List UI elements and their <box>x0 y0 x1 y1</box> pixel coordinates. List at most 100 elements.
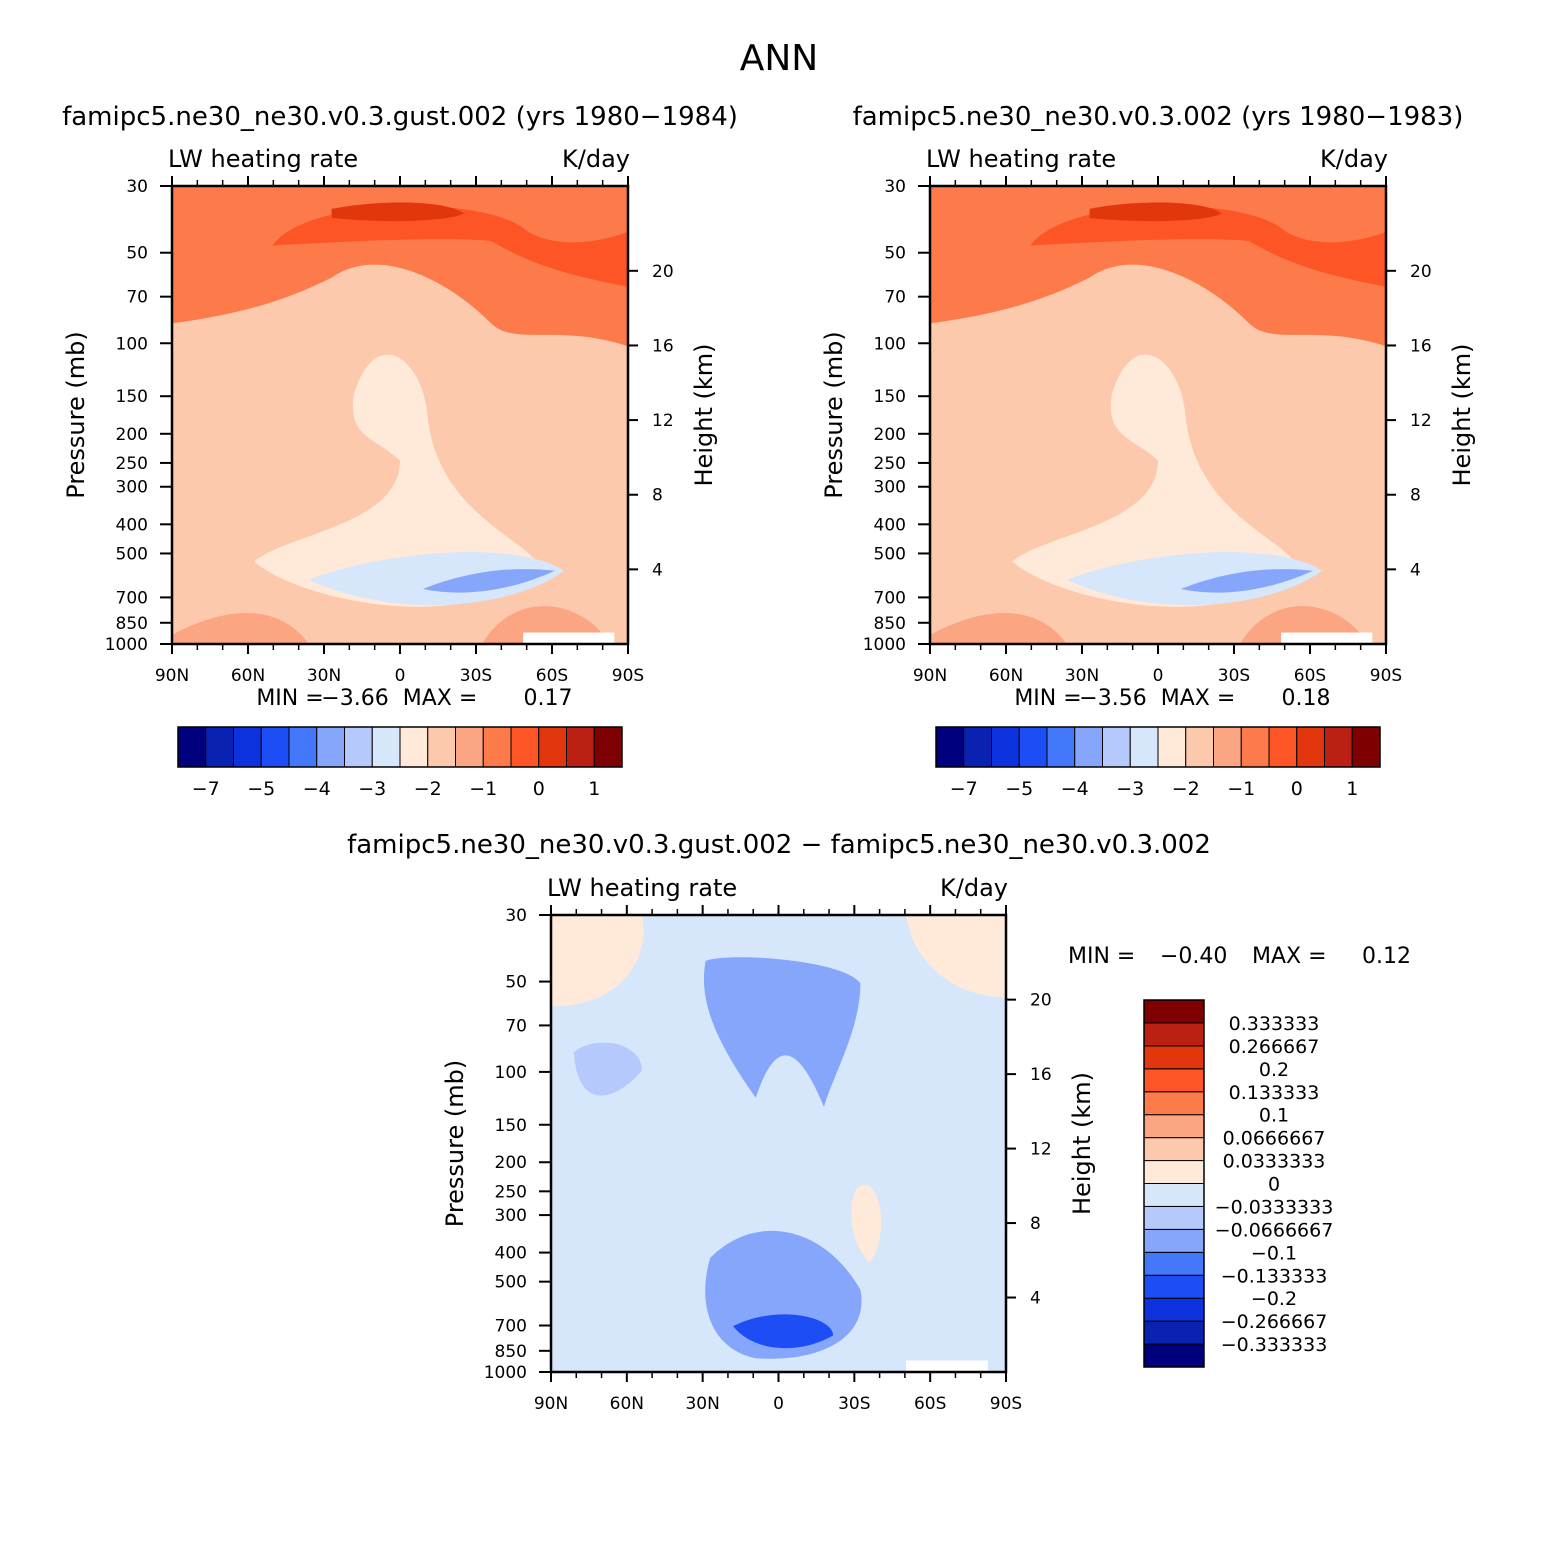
figure-title: ANN <box>740 38 819 79</box>
colorbar-label: 0.1 <box>1259 1105 1289 1127</box>
y2-tick-label: 8 <box>1410 486 1421 506</box>
x-tick-label: 30N <box>307 666 341 686</box>
colorbar-swatch <box>1268 726 1298 768</box>
colorbar-frame <box>177 726 623 768</box>
colorbar-swatch <box>1143 1274 1205 1299</box>
colorbar-swatch <box>1143 1091 1205 1116</box>
colorbar-swatch <box>1143 1045 1205 1070</box>
y-tick-label: 100 <box>116 334 148 354</box>
y-tick-label: 70 <box>505 1016 527 1036</box>
colorbar-swatch <box>1143 1114 1205 1139</box>
x-tick-label: 90S <box>612 666 644 686</box>
x-tick-label: 30N <box>685 1394 719 1414</box>
y2-tick-label: 4 <box>652 560 663 580</box>
y-tick-label: 200 <box>116 425 148 445</box>
colorbar-label: 0.0333333 <box>1223 1151 1326 1173</box>
colorbar-swatch <box>1143 1205 1205 1230</box>
max-value: 0.12 <box>1362 944 1411 969</box>
contour-field <box>930 186 1386 644</box>
colorbar-swatch <box>538 726 567 768</box>
y-tick-label: 700 <box>116 588 148 608</box>
y-tick-label: 1000 <box>484 1363 527 1383</box>
x-tick-label: 90S <box>990 1394 1022 1414</box>
missing-data-area <box>905 1360 988 1372</box>
min-value: −3.66 <box>321 686 388 711</box>
y2-tick-label: 4 <box>1410 560 1421 580</box>
colorbar-label: −4 <box>1061 778 1089 800</box>
colorbar-label: −0.2 <box>1251 1288 1297 1310</box>
colorbar-swatch <box>1185 726 1214 768</box>
min-label: MIN = <box>1014 686 1081 711</box>
x-tick-label: 60N <box>231 666 265 686</box>
x-tick-label: 60S <box>1294 666 1326 686</box>
y2-axis-label: Height (km) <box>1068 1072 1096 1215</box>
y2-axis-label: Height (km) <box>1448 344 1476 487</box>
colorbar-swatch <box>1240 726 1270 768</box>
colorbar-swatch <box>1143 1297 1205 1322</box>
colorbar-swatch <box>1143 1160 1205 1184</box>
colorbar-swatch <box>1143 1228 1205 1253</box>
colorbar-label: 0.333333 <box>1229 1013 1320 1035</box>
colorbar-swatch <box>566 726 595 768</box>
y2-tick-label: 16 <box>652 336 674 356</box>
contour-level-fill <box>733 1314 834 1349</box>
y2-tick-label: 16 <box>1410 336 1432 356</box>
colorbar-label: 0.0666667 <box>1223 1128 1326 1150</box>
y-tick-label: 300 <box>116 478 148 498</box>
contour-level-fill <box>1030 205 1386 287</box>
colorbar-swatch <box>1129 726 1159 768</box>
y-axis-label: Pressure (mb) <box>820 331 848 498</box>
colorbar-label: −2 <box>1172 778 1200 800</box>
right-string: K/day <box>562 145 630 173</box>
y2-tick-label: 16 <box>1030 1065 1052 1085</box>
panel-title: famipc5.ne30_ne30.v0.3.gust.002 − famipc… <box>347 830 1211 860</box>
x-tick-label: 90N <box>913 666 947 686</box>
colorbar-label: −5 <box>1005 778 1033 800</box>
colorbar-label: −0.0333333 <box>1215 1196 1334 1218</box>
colorbar-label: −2 <box>414 778 442 800</box>
y-axis-label: Pressure (mb) <box>441 1060 469 1227</box>
x-tick-label: 60N <box>610 1394 644 1414</box>
contour-level-fill <box>905 915 1006 998</box>
colorbar-swatch <box>1213 726 1242 768</box>
contour-level-fill <box>331 202 464 222</box>
panel-control-base: famipc5.ne30_ne30.v0.3.002 (yrs 1980−198… <box>820 102 1476 800</box>
y-tick-label: 250 <box>495 1182 527 1202</box>
right-string: K/day <box>940 874 1008 902</box>
contour-level-fill <box>1066 552 1323 606</box>
colorbar-swatch <box>935 726 965 768</box>
colorbar-label: −7 <box>192 778 220 800</box>
max-label: MAX = <box>1161 686 1236 711</box>
y2-tick-label: 20 <box>1410 262 1432 282</box>
min-label: MIN = <box>256 686 323 711</box>
colorbar-swatch <box>1143 1068 1205 1093</box>
colorbar-label: −4 <box>303 778 331 800</box>
y-tick-label: 500 <box>495 1273 527 1293</box>
contour-level-fill <box>272 205 628 287</box>
colorbar-swatch <box>344 726 373 768</box>
colorbar-swatch <box>593 726 623 768</box>
x-tick-label: 90S <box>1370 666 1402 686</box>
colorbar-frame <box>935 726 1381 768</box>
y2-tick-label: 4 <box>1030 1289 1041 1309</box>
colorbar-label: 0 <box>1291 778 1303 800</box>
right-string: K/day <box>1320 145 1388 173</box>
colorbar-label: −5 <box>247 778 275 800</box>
colorbar-label: −3 <box>1116 778 1144 800</box>
y-tick-label: 50 <box>505 973 527 993</box>
y-tick-label: 50 <box>884 244 906 264</box>
y-tick-label: 200 <box>495 1153 527 1173</box>
y-tick-label: 100 <box>874 334 906 354</box>
contour-field <box>551 915 1006 1372</box>
y-tick-label: 1000 <box>863 635 906 655</box>
y-tick-label: 150 <box>874 387 906 407</box>
contour-level-fill <box>1012 354 1295 607</box>
colorbar-label: 0.133333 <box>1229 1082 1320 1104</box>
colorbar-swatch <box>260 726 290 768</box>
y-tick-label: 1000 <box>105 635 148 655</box>
x-tick-label: 30S <box>1218 666 1250 686</box>
colorbar-swatch <box>1143 1343 1205 1368</box>
y2-tick-label: 8 <box>1030 1214 1041 1234</box>
missing-data-area <box>1281 632 1373 644</box>
colorbar-swatch <box>1143 1251 1205 1276</box>
